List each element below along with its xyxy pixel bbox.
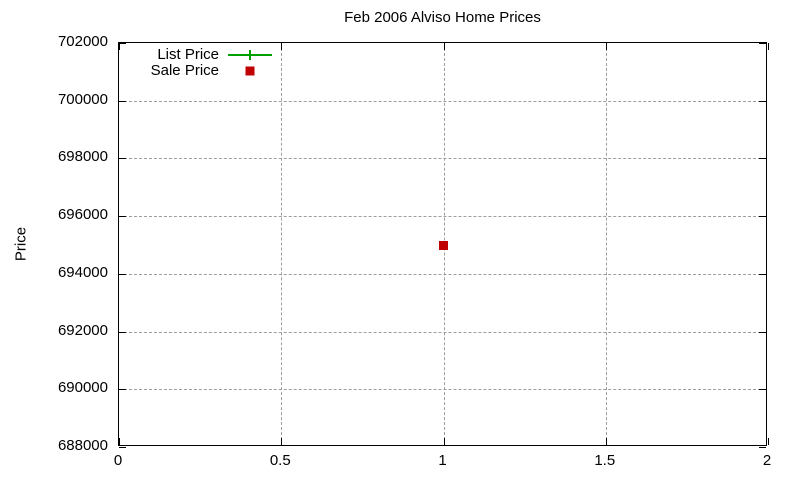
x-tick-label: 2 <box>762 452 772 469</box>
x-gridline <box>605 43 607 445</box>
x-tick-label: 0 <box>113 452 123 469</box>
y-gridline <box>119 216 766 218</box>
y-tick-mark-right <box>759 447 766 448</box>
y-tick-label: 698000 <box>57 148 108 166</box>
y-tick-mark-right <box>759 100 766 102</box>
y-tick-label: 696000 <box>57 206 108 224</box>
y-tick-mark-right <box>759 43 766 44</box>
x-tick-mark-bottom <box>768 438 769 445</box>
legend-row: Sale Price <box>119 63 272 79</box>
x-tick-mark-bottom <box>605 438 607 445</box>
x-tick-mark-top <box>768 43 769 50</box>
x-tick-mark-top <box>281 43 283 50</box>
y-tick-mark-right <box>759 331 766 333</box>
x-tick-mark-top <box>443 43 445 50</box>
y-tick-label: 702000 <box>57 33 108 50</box>
y-gridline <box>119 331 766 333</box>
legend-label: List Price <box>157 46 219 63</box>
x-tick-label: 1.5 <box>594 452 616 469</box>
x-tick-mark-bottom <box>443 438 445 445</box>
y-tick-mark-left <box>119 447 126 448</box>
y-gridline <box>119 158 766 160</box>
y-tick-mark-left <box>119 158 126 160</box>
y-tick-mark-right <box>759 216 766 218</box>
square-marker-icon <box>245 66 255 76</box>
y-tick-mark-left <box>119 331 126 333</box>
y-tick-mark-left <box>119 273 126 275</box>
x-tick-mark-top <box>119 43 120 50</box>
legend-key-plus-icon <box>228 47 272 63</box>
x-tick-mark-bottom <box>281 438 283 445</box>
y-tick-mark-right <box>759 389 766 391</box>
legend-label: Sale Price <box>150 62 219 79</box>
legend-row: List Price <box>119 47 272 63</box>
chart-title: Feb 2006 Alviso Home Prices <box>344 9 541 26</box>
y-tick-mark-right <box>759 158 766 160</box>
x-tick-label: 1 <box>438 452 447 469</box>
legend-key-square-icon <box>228 63 272 79</box>
y-axis-label: Price <box>12 226 30 262</box>
x-gridline <box>281 43 283 445</box>
y-gridline <box>119 100 766 102</box>
x-tick-mark-bottom <box>119 438 120 445</box>
data-point-sale-price <box>439 240 448 250</box>
y-tick-label: 694000 <box>57 263 108 281</box>
y-tick-label: 700000 <box>57 90 108 108</box>
plus-marker-icon <box>245 54 255 56</box>
y-tick-mark-left <box>119 389 126 391</box>
legend: List Price Sale Price <box>119 47 272 79</box>
y-gridline <box>119 389 766 391</box>
plot-area: List Price Sale Price <box>118 42 769 448</box>
y-tick-mark-left <box>119 216 126 218</box>
y-gridline <box>119 273 766 275</box>
x-tick-mark-top <box>605 43 607 50</box>
y-tick-label: 688000 <box>57 437 108 454</box>
y-tick-mark-left <box>119 43 126 44</box>
y-tick-mark-left <box>119 100 126 102</box>
x-tick-label: 0.5 <box>269 452 291 469</box>
y-tick-mark-right <box>759 273 766 275</box>
y-tick-label: 692000 <box>57 321 108 339</box>
y-tick-label: 690000 <box>57 379 108 397</box>
